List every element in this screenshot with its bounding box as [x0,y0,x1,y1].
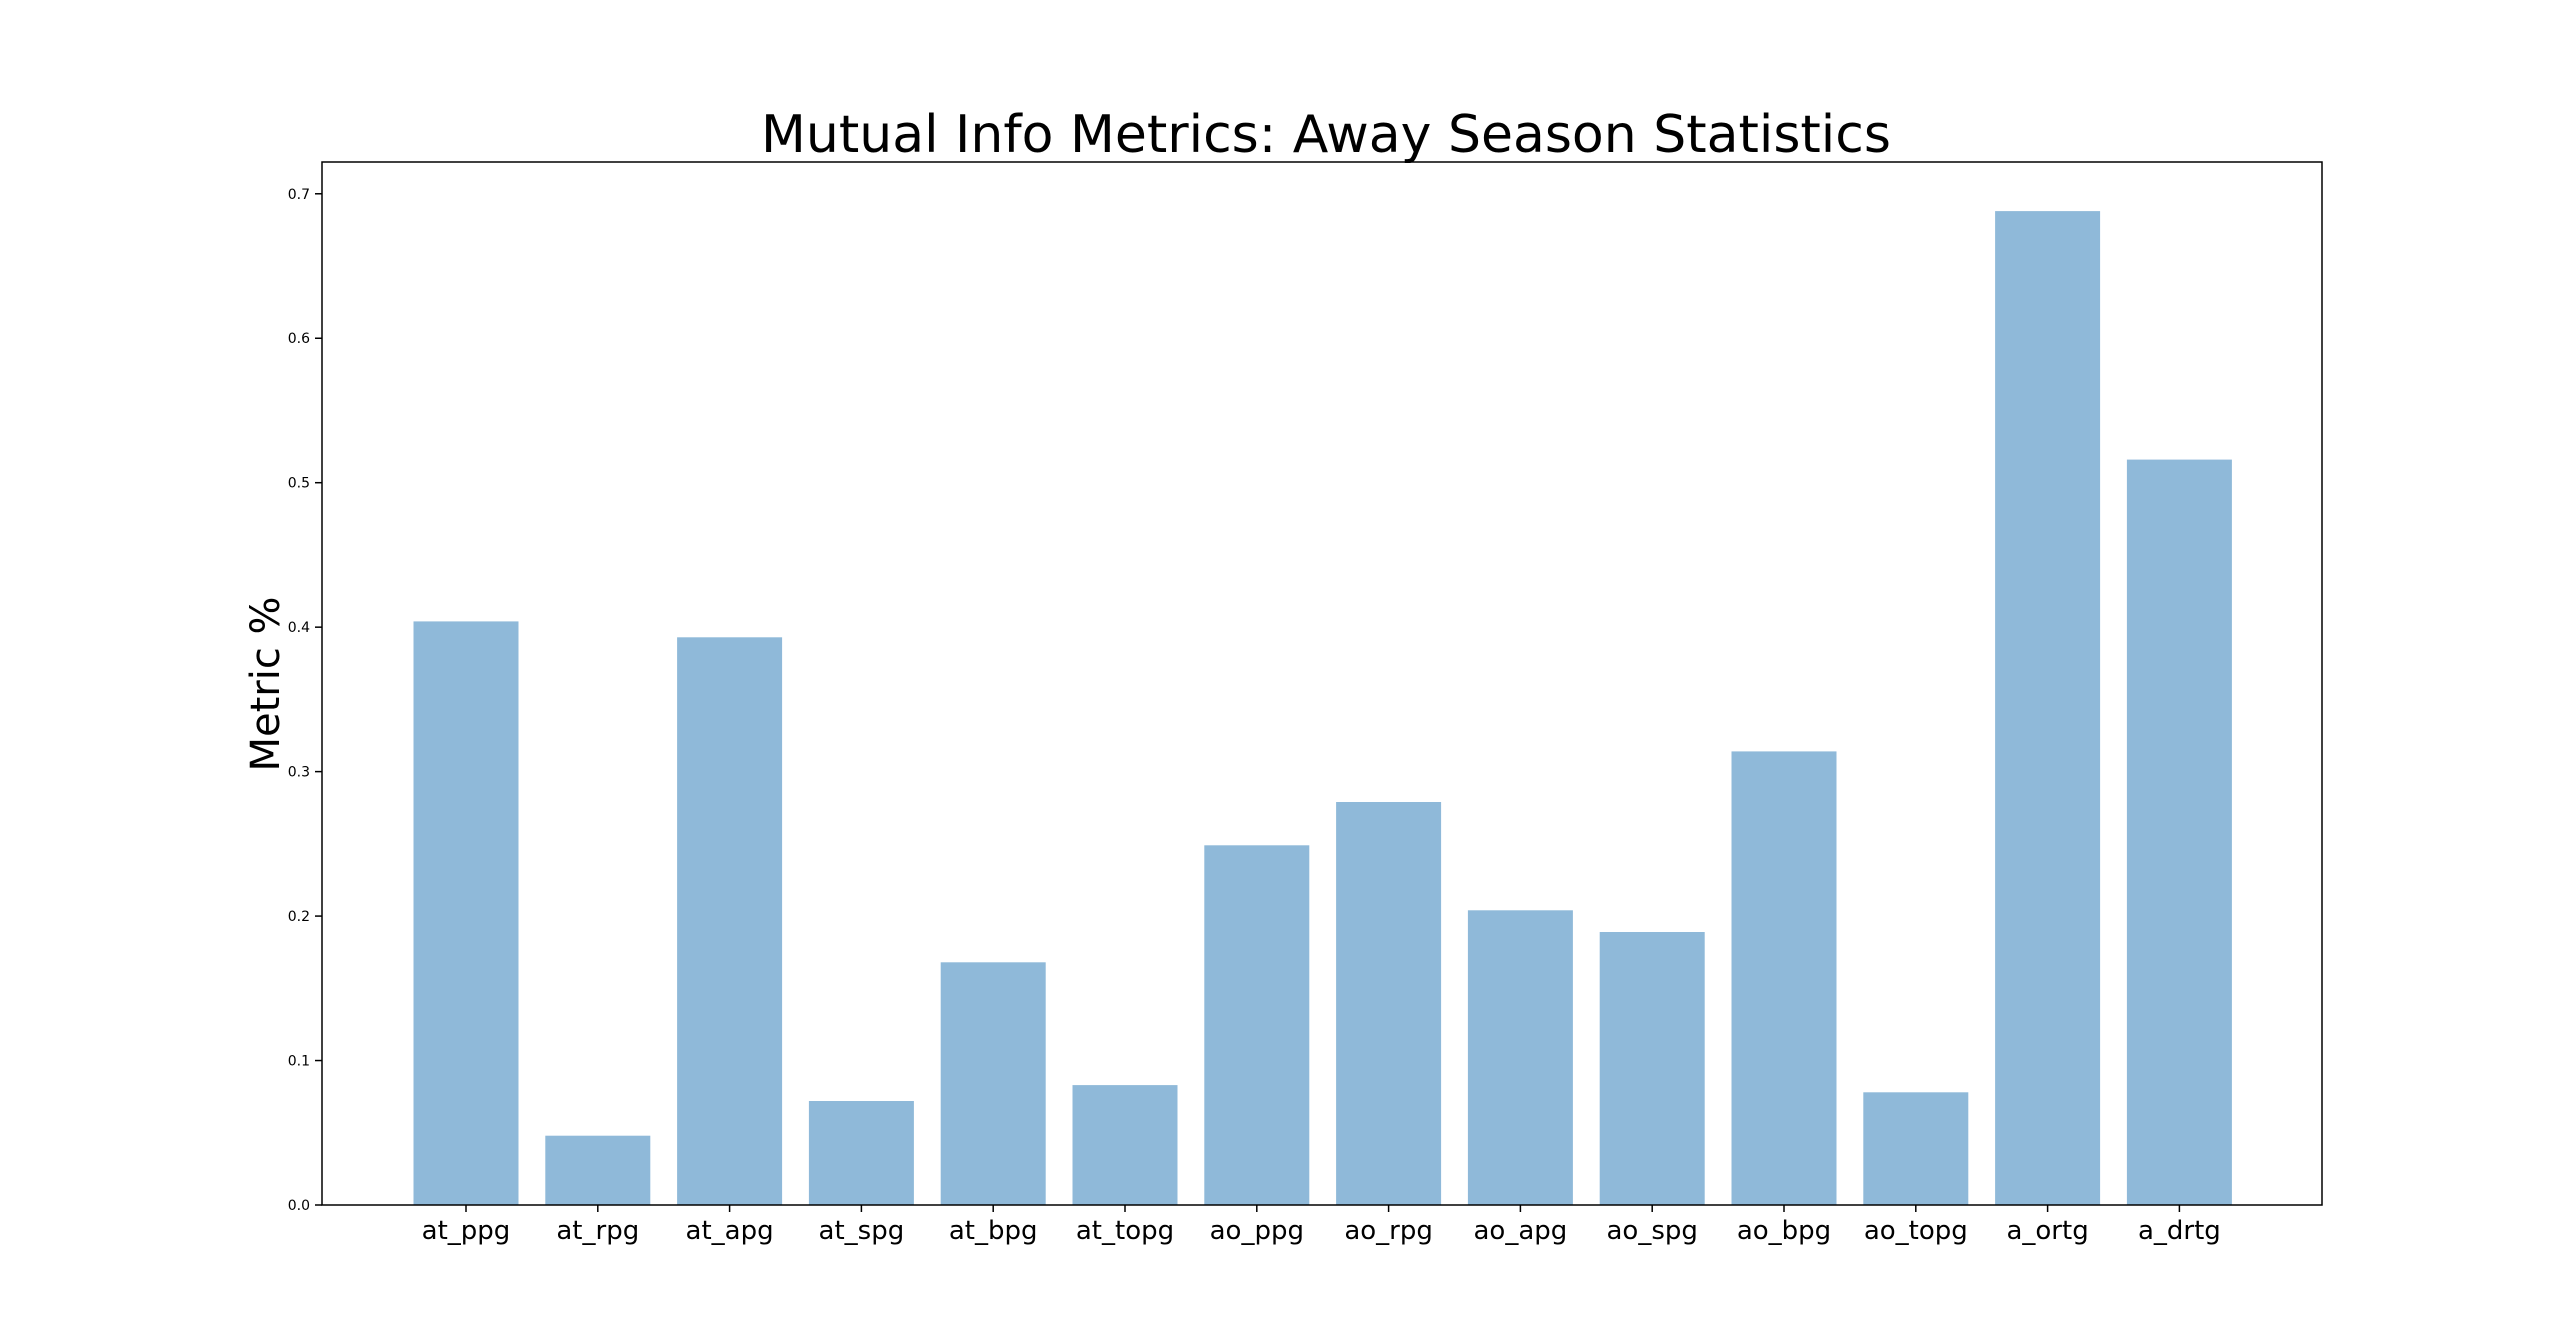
x-tick-label: ao_bpg [1737,1216,1831,1246]
x-axis-ticks: at_ppg at_rpg at_apg at_spg at_bpg at_topg ao_… [422,1205,2221,1246]
x-tick-label: ao_spg [1606,1216,1697,1246]
x-tick-label: a_ortg [2006,1216,2088,1246]
bar-ao_apg [1467,910,1573,1205]
bar-at_apg [677,637,783,1205]
x-tick-label: at_rpg [556,1216,639,1246]
y-tick-label: 0.7 [288,187,310,203]
x-tick-label: ao_rpg [1344,1216,1433,1246]
bar-ao_spg [1599,932,1705,1205]
bar-a_drtg [2126,459,2232,1206]
bar-at_ppg [413,621,519,1205]
y-axis-label: Metric % [243,596,289,771]
plot-area-frame [321,161,2323,1206]
y-tick-label: 0.3 [288,765,310,781]
x-tick-label: a_drtg [2138,1216,2221,1246]
x-tick-label: at_topg [1076,1216,1174,1246]
bar-at_rpg [545,1135,651,1205]
y-tick-label: 0.1 [288,1054,310,1070]
x-tick-label: ao_apg [1474,1216,1568,1246]
bar-at_spg [808,1101,914,1205]
bar-a_ortg [1995,211,2101,1206]
x-tick-label: at_ppg [422,1216,511,1246]
bar-ao_bpg [1731,751,1837,1205]
chart-title: Mutual Info Metrics: Away Season Statist… [761,105,1891,165]
y-tick-label: 0.4 [288,620,310,636]
y-tick-label: 0.2 [288,909,310,925]
bar-ao_topg [1863,1092,1969,1205]
x-tick-label: ao_topg [1864,1216,1968,1246]
y-tick-label: 0.5 [288,476,310,492]
bar-ao_rpg [1336,802,1442,1205]
bars-layer [413,211,2232,1206]
y-tick-label: 0.0 [288,1198,310,1214]
bar-ao_ppg [1204,845,1310,1205]
bar-at_bpg [940,962,1046,1205]
x-tick-label: at_spg [819,1216,905,1246]
x-tick-label: ao_ppg [1210,1216,1304,1246]
x-tick-label: at_apg [686,1216,774,1246]
x-tick-label: at_bpg [949,1216,1038,1246]
bar-at_topg [1072,1085,1178,1205]
y-axis-ticks: 0.0 0.1 0.2 0.3 0.4 0.5 0.6 0.7 [288,187,322,1214]
y-tick-label: 0.6 [288,331,310,347]
